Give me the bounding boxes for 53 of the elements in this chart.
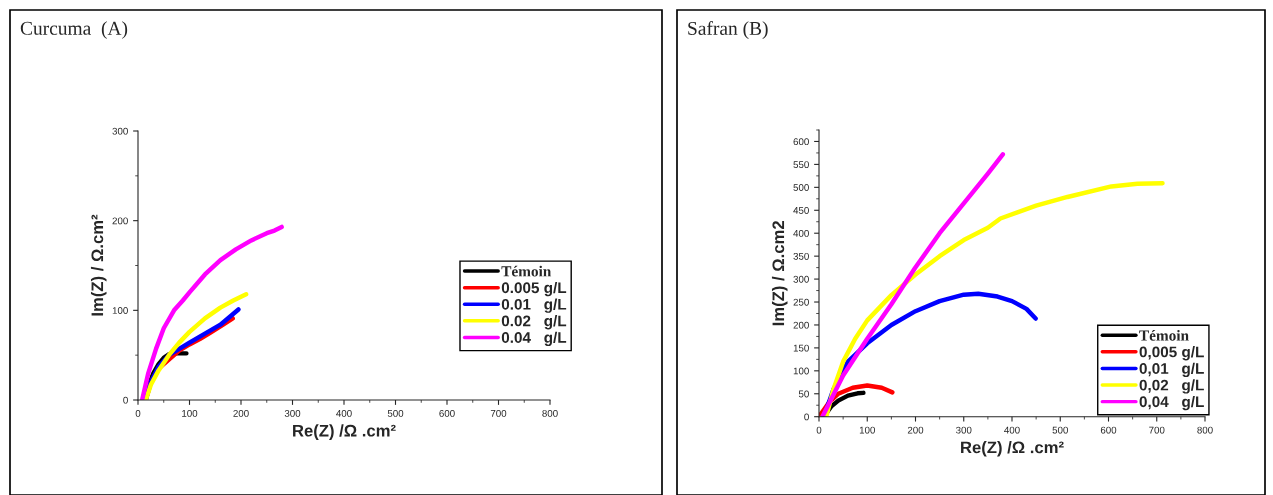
x-axis-title: Re(Z) /Ω .cm² — [293, 424, 396, 440]
x-tick-label: 700 — [490, 409, 507, 417]
legend-label: Témoin — [1139, 329, 1189, 341]
y-tick-label: 0 — [123, 396, 128, 404]
legend-label: 0.01 g/L — [501, 298, 567, 313]
line-series — [143, 291, 249, 400]
legend-label: 0,02 g/L — [1139, 379, 1204, 394]
y-tick-label: 100 — [793, 367, 809, 375]
x-tick-label: 100 — [859, 426, 875, 434]
y-tick-label: 50 — [798, 390, 809, 398]
x-axis-title: Re(Z) /Ω .cm² — [961, 441, 1064, 457]
y-tick-label: 400 — [793, 229, 809, 237]
x-tick-label: 500 — [387, 409, 404, 417]
y-axis-title: Im(Z) / Ω.cm2 — [771, 221, 788, 326]
y-tick-label: 300 — [112, 127, 128, 135]
x-tick-label: 600 — [439, 409, 455, 417]
x-tick-label: 200 — [233, 409, 249, 417]
y-tick-label: 300 — [793, 275, 809, 283]
x-tick-label: 800 — [542, 409, 558, 417]
legend-label: 0,04 g/L — [1139, 395, 1204, 411]
chart-title: Safran (B) — [688, 21, 768, 39]
y-tick-label: 200 — [793, 321, 809, 329]
y-tick-label: 450 — [793, 207, 809, 214]
legend-label: 0,005 g/L — [1139, 346, 1204, 361]
x-tick-label: 0 — [816, 426, 822, 434]
legend-label: 0.04 g/L — [501, 331, 567, 347]
y-tick-label: 550 — [793, 161, 809, 169]
x-tick-label: 200 — [907, 426, 924, 434]
legend-label: 0,01 g/L — [1139, 362, 1204, 378]
legend-label: Témoin — [501, 265, 552, 277]
x-tick-label: 100 — [182, 409, 198, 417]
x-tick-label: 600 — [1100, 426, 1117, 434]
legend-label: 0.02 g/L — [501, 315, 567, 330]
line-series — [820, 152, 1006, 417]
x-tick-label: 300 — [956, 426, 972, 434]
chart-title: Curcuma (A) — [20, 21, 128, 39]
x-tick-label: 700 — [1149, 426, 1165, 434]
legend-label: 0.005 g/L — [501, 281, 567, 297]
y-axis-title: Im(Z) / Ω.cm² — [90, 214, 107, 316]
y-tick-label: 200 — [112, 217, 128, 225]
x-tick-label: 500 — [1052, 426, 1068, 434]
x-tick-label: 400 — [1004, 426, 1020, 434]
y-tick-label: 100 — [112, 307, 128, 314]
x-tick-label: 800 — [1197, 426, 1213, 434]
x-tick-label: 300 — [284, 409, 301, 417]
x-tick-label: 400 — [336, 409, 352, 417]
y-tick-label: 350 — [793, 252, 809, 260]
y-tick-label: 250 — [793, 298, 809, 306]
y-tick-label: 600 — [793, 138, 809, 146]
x-tick-label: 0 — [135, 409, 141, 417]
y-tick-label: 150 — [793, 344, 809, 352]
line-series — [139, 224, 284, 400]
y-tick-label: 500 — [793, 184, 809, 191]
